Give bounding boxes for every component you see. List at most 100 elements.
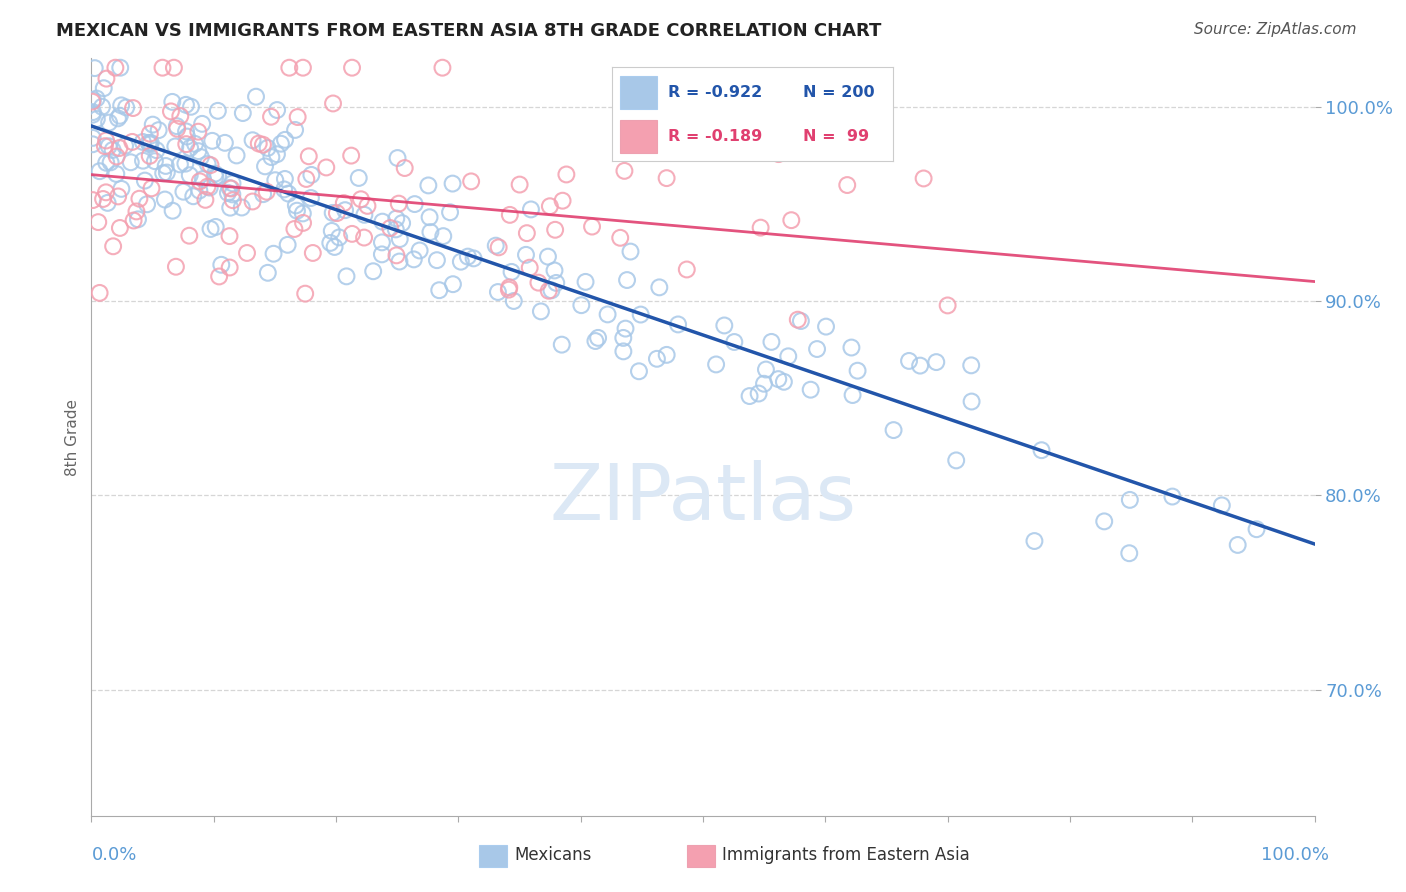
- Point: [806, 342, 828, 356]
- Point: [179, 228, 201, 243]
- Point: [221, 177, 243, 191]
- Point: [219, 201, 242, 215]
- Point: [353, 230, 375, 244]
- Point: [204, 219, 226, 234]
- Point: [384, 222, 406, 236]
- Text: N =  99: N = 99: [803, 129, 869, 145]
- Point: [883, 423, 905, 437]
- Point: [104, 61, 127, 75]
- Point: [672, 139, 695, 153]
- Point: [278, 61, 301, 75]
- Point: [108, 141, 131, 155]
- Point: [388, 196, 411, 211]
- Point: [105, 167, 128, 181]
- Point: [277, 186, 299, 201]
- Point: [323, 240, 346, 254]
- Point: [134, 173, 156, 187]
- Point: [295, 172, 318, 186]
- Point: [546, 276, 568, 290]
- Point: [176, 129, 198, 144]
- Point: [543, 263, 565, 277]
- Point: [209, 258, 232, 272]
- Point: [394, 161, 416, 175]
- Point: [340, 227, 363, 241]
- Point: [101, 143, 124, 157]
- Point: [773, 375, 796, 389]
- Point: [83, 61, 105, 75]
- Point: [91, 192, 114, 206]
- Point: [82, 93, 104, 107]
- Point: [666, 318, 689, 332]
- Point: [1226, 538, 1249, 552]
- Point: [252, 137, 274, 152]
- Point: [515, 248, 537, 262]
- Point: [285, 203, 308, 218]
- Point: [256, 185, 278, 199]
- Point: [110, 98, 132, 112]
- Point: [488, 240, 510, 254]
- Point: [936, 298, 959, 312]
- Text: Source: ZipAtlas.com: Source: ZipAtlas.com: [1194, 22, 1357, 37]
- Point: [86, 112, 108, 126]
- Point: [738, 389, 761, 403]
- Point: [322, 206, 344, 220]
- Text: N = 200: N = 200: [803, 85, 875, 100]
- Point: [540, 283, 562, 297]
- Point: [713, 318, 735, 333]
- Bar: [479, 846, 508, 867]
- Point: [322, 96, 344, 111]
- Y-axis label: 8th Grade: 8th Grade: [65, 399, 80, 475]
- Point: [530, 304, 553, 318]
- Point: [287, 110, 309, 124]
- Point: [841, 341, 863, 355]
- Point: [1119, 492, 1142, 507]
- Point: [612, 344, 634, 359]
- Point: [191, 117, 214, 131]
- Point: [321, 224, 343, 238]
- Point: [284, 123, 307, 137]
- Point: [418, 178, 440, 193]
- Point: [180, 100, 202, 114]
- Point: [174, 124, 197, 138]
- Point: [200, 158, 222, 172]
- Point: [121, 135, 143, 149]
- Point: [96, 71, 118, 86]
- Point: [619, 244, 641, 259]
- Point: [218, 229, 240, 244]
- Point: [128, 192, 150, 206]
- Point: [537, 284, 560, 298]
- Bar: [686, 846, 714, 867]
- Point: [174, 156, 197, 170]
- Point: [273, 182, 295, 196]
- Point: [141, 181, 163, 195]
- Point: [245, 89, 267, 103]
- Point: [163, 61, 186, 75]
- Text: Immigrants from Eastern Asia: Immigrants from Eastern Asia: [723, 847, 970, 864]
- Point: [152, 61, 174, 75]
- Bar: [620, 120, 657, 153]
- Point: [260, 110, 283, 124]
- Point: [404, 197, 426, 211]
- Point: [132, 135, 155, 149]
- Point: [120, 155, 142, 169]
- Point: [786, 312, 808, 326]
- Point: [1118, 546, 1140, 560]
- Point: [91, 100, 114, 114]
- Point: [160, 104, 183, 119]
- Point: [612, 331, 634, 345]
- Point: [214, 136, 236, 150]
- Point: [166, 121, 188, 136]
- Point: [174, 98, 197, 112]
- Point: [148, 123, 170, 137]
- Point: [274, 133, 297, 147]
- Point: [616, 273, 638, 287]
- Point: [371, 235, 394, 250]
- Point: [460, 174, 482, 188]
- Point: [402, 252, 425, 267]
- Bar: [620, 77, 657, 109]
- Point: [841, 388, 863, 402]
- Point: [145, 143, 167, 157]
- Point: [110, 61, 132, 75]
- Point: [1246, 522, 1268, 536]
- Point: [516, 226, 538, 240]
